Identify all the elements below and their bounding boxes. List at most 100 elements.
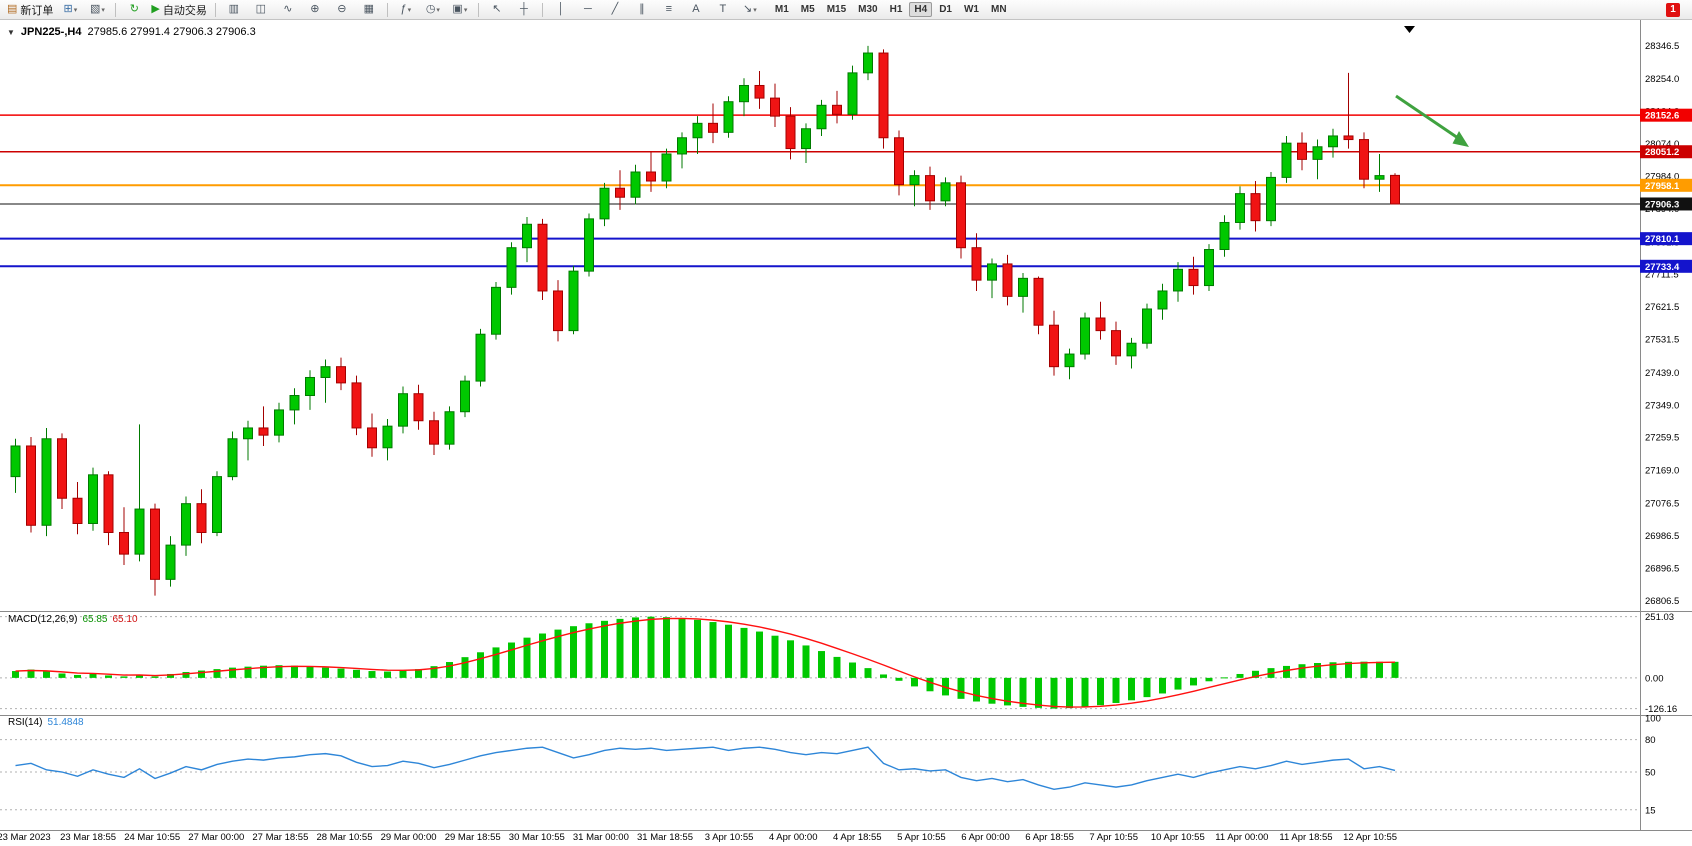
price-axis-tick: 27621.5 — [1645, 302, 1679, 313]
price-axis-tick: 27439.0 — [1645, 368, 1679, 379]
notification-badge[interactable]: 1 — [1666, 2, 1680, 17]
symbol-period-label: JPN225-,H4 — [20, 26, 82, 38]
vertical-line-button[interactable]: │ — [548, 0, 574, 19]
timeframe-M15[interactable]: M15 — [826, 4, 847, 15]
chevron-down-icon: ▾ — [463, 6, 468, 14]
arrow-annotation[interactable] — [1395, 94, 1459, 140]
price-axis-tick: 27531.5 — [1645, 335, 1679, 346]
macd-indicator-label: MACD(12,26,9) 65.85 65.10 — [8, 614, 138, 625]
chevron-down-icon: ▾ — [436, 6, 440, 14]
time-axis[interactable]: 23 Mar 2023 23 Mar 18:55 24 Mar 10:55 27 Ma… — [0, 831, 1692, 846]
timeframe-H4[interactable]: H4 — [909, 2, 933, 17]
time-label: 7 Apr 10:55 — [1089, 832, 1138, 843]
horizontal-line-button[interactable]: ─ — [575, 0, 601, 19]
bar-chart-button[interactable]: ▥ — [221, 0, 247, 19]
new-order-label: 新订单 — [20, 4, 54, 17]
candlestick-button[interactable]: ◫ — [248, 0, 274, 19]
crosshair-button[interactable]: ┼ — [511, 0, 537, 19]
ohlc-values: 27985.6 27991.4 27906.3 27906.3 — [87, 26, 256, 38]
templates-button[interactable]: ▣ ▾ — [447, 0, 473, 19]
timeframe-MN[interactable]: MN — [990, 4, 1007, 15]
price-axis-tick: 28074.0 — [1645, 139, 1679, 150]
toolbar-separator — [214, 2, 216, 17]
toolbar-separator — [386, 2, 388, 17]
chevron-down-icon: ▾ — [407, 6, 412, 14]
time-label: 23 Mar 18:55 — [60, 832, 117, 843]
price-tag-text: 27958.1 — [1645, 181, 1680, 192]
chart-canvas[interactable]: 28346.528254.028164.028074.027984.027894… — [0, 20, 1692, 846]
arrows-button[interactable]: ↘ ▾ — [737, 0, 763, 19]
price-axis-tick: 27076.5 — [1645, 499, 1679, 510]
new-chart-button[interactable]: ⊞ ▾ — [57, 0, 83, 19]
macd-signal-value: 65.10 — [112, 614, 138, 625]
periods-button[interactable]: ◷ ▾ — [420, 0, 446, 19]
time-label: 10 Apr 10:55 — [1150, 832, 1205, 843]
chevron-down-icon: ▾ — [73, 6, 78, 14]
price-tag-27733.4 — [1640, 259, 1692, 273]
candles-series — [10, 45, 1400, 596]
timeframe-D1[interactable]: D1 — [939, 4, 952, 15]
rsi-name: RSI(14) — [8, 717, 43, 728]
indicators-icon: ƒ — [400, 3, 407, 15]
channel-icon: ∥ — [639, 3, 645, 15]
time-label: 6 Apr 18:55 — [1025, 832, 1074, 843]
chart-title: ▼ JPN225-,H4 27985.6 27991.4 27906.3 279… — [7, 26, 256, 38]
text-label-button[interactable]: T — [710, 0, 736, 19]
zoom-in-button[interactable]: ⊕ — [302, 0, 328, 19]
rsi-value: 51.4848 — [47, 717, 84, 728]
rsi-axis-tick: 80 — [1645, 735, 1656, 746]
vertical-line-icon: │ — [557, 3, 565, 15]
fibonacci-button[interactable]: ≡ — [656, 0, 682, 19]
cursor-button[interactable]: ↖ — [484, 0, 510, 19]
rsi-axis-tick: 50 — [1645, 768, 1656, 779]
text-button[interactable]: A — [683, 0, 709, 19]
time-label: 31 Mar 18:55 — [637, 832, 693, 843]
zoom-in-icon: ⊕ — [310, 3, 320, 15]
zoom-out-button[interactable]: ⊖ — [329, 0, 355, 19]
time-label: 28 Mar 10:55 — [316, 832, 373, 843]
autotrading-button[interactable]: ▶ 自动交易 — [148, 0, 209, 19]
line-chart-button[interactable]: ∿ — [275, 0, 301, 19]
trendline-button[interactable]: ╱ — [602, 0, 628, 19]
time-label: 12 Apr 10:55 — [1343, 832, 1398, 843]
timeframe-M30[interactable]: M30 — [858, 4, 878, 15]
chart-menu-icon: ▼ — [7, 27, 15, 37]
rsi-indicator-label: RSI(14) 51.4848 — [8, 717, 84, 728]
text-label-icon: T — [719, 3, 727, 15]
price-tag-27958.1 — [1640, 178, 1692, 192]
timeframe-W1[interactable]: W1 — [963, 4, 979, 15]
rsi-axis-tick: 100 — [1645, 714, 1661, 725]
tile-windows-button[interactable]: ▦ — [356, 0, 382, 19]
time-label: 5 Apr 10:55 — [897, 832, 946, 843]
shift-marker[interactable] — [1404, 26, 1415, 33]
price-axis-tick: 26896.5 — [1645, 564, 1679, 575]
time-label: 6 Apr 00:00 — [961, 832, 1010, 843]
price-axis-tick: 27349.0 — [1645, 400, 1679, 411]
new-order-button[interactable]: ▤ 新订单 — [4, 0, 56, 19]
price-tag-27906.3 — [1640, 197, 1692, 211]
autotrading-icon: ▶ — [151, 3, 160, 15]
price-axis-tick: 28254.0 — [1645, 74, 1679, 85]
macd-name: MACD(12,26,9) — [8, 614, 78, 625]
new-chart-icon: ⊞ — [63, 3, 73, 15]
timeframe-group: M1 M5 M15 M30 H1 H4 D1 W1 MN — [770, 2, 1012, 17]
cursor-icon: ↖ — [492, 3, 502, 15]
trendline-icon: ╱ — [611, 3, 619, 15]
macd-axis-tick: 0.00 — [1645, 673, 1664, 684]
price-axis-tick: 26806.5 — [1645, 596, 1679, 607]
profiles-button[interactable]: ▧ ▾ — [84, 0, 110, 19]
chevron-down-icon: ▾ — [753, 6, 757, 14]
crosshair-icon: ┼ — [519, 3, 528, 15]
price-axis-tick: 27259.5 — [1645, 433, 1679, 444]
price-axis-tick: 27711.5 — [1645, 270, 1679, 281]
price-axis-tick: 26986.5 — [1645, 531, 1679, 542]
price-tag-28051.2 — [1640, 145, 1692, 159]
timeframe-H1[interactable]: H1 — [889, 4, 903, 15]
timeframe-M1[interactable]: M1 — [774, 4, 789, 15]
channel-button[interactable]: ∥ — [629, 0, 655, 19]
indicators-button[interactable]: ƒ ▾ — [393, 0, 419, 19]
refresh-button[interactable]: ↻ — [121, 0, 147, 19]
timeframe-M5[interactable]: M5 — [800, 4, 815, 15]
macd-histogram — [12, 616, 1399, 709]
price-tag-28152.6 — [1640, 108, 1692, 122]
